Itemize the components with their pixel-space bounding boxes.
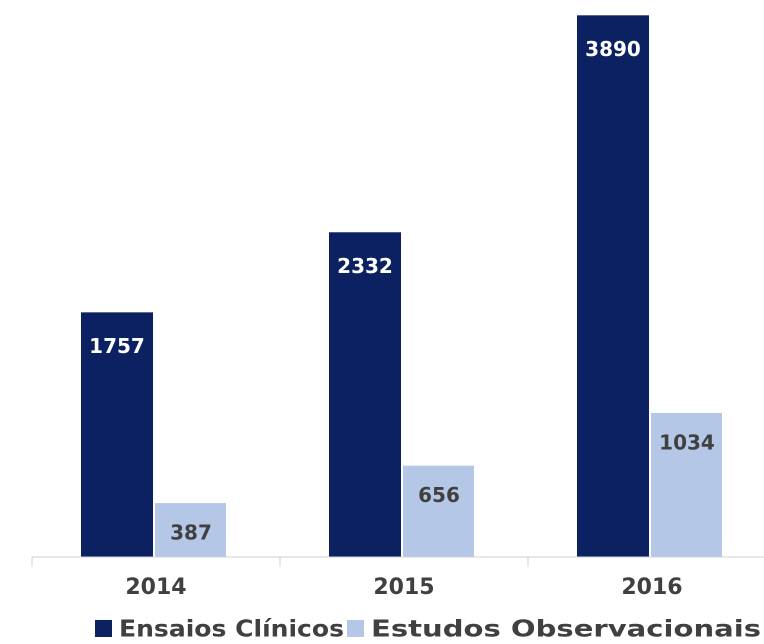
bar <box>403 465 474 557</box>
legend-swatch <box>347 620 364 637</box>
legend-swatch <box>95 620 112 637</box>
value-label: 3890 <box>585 37 641 61</box>
value-label: 1757 <box>89 334 145 358</box>
bar <box>81 312 153 557</box>
legend-label: Ensaios Clínicos <box>119 617 344 643</box>
legend-label: Estudos Observacionais <box>371 617 761 643</box>
x-tick-label: 2016 <box>621 575 682 600</box>
value-label: 656 <box>418 483 460 507</box>
x-tick-label: 2014 <box>125 575 186 600</box>
x-tick-label: 2015 <box>373 575 434 600</box>
bar <box>651 413 722 557</box>
value-label: 387 <box>170 521 212 545</box>
bar <box>155 503 226 557</box>
bar <box>329 232 401 558</box>
value-label: 2332 <box>337 254 393 278</box>
bar <box>577 15 649 557</box>
value-label: 1034 <box>659 431 715 455</box>
